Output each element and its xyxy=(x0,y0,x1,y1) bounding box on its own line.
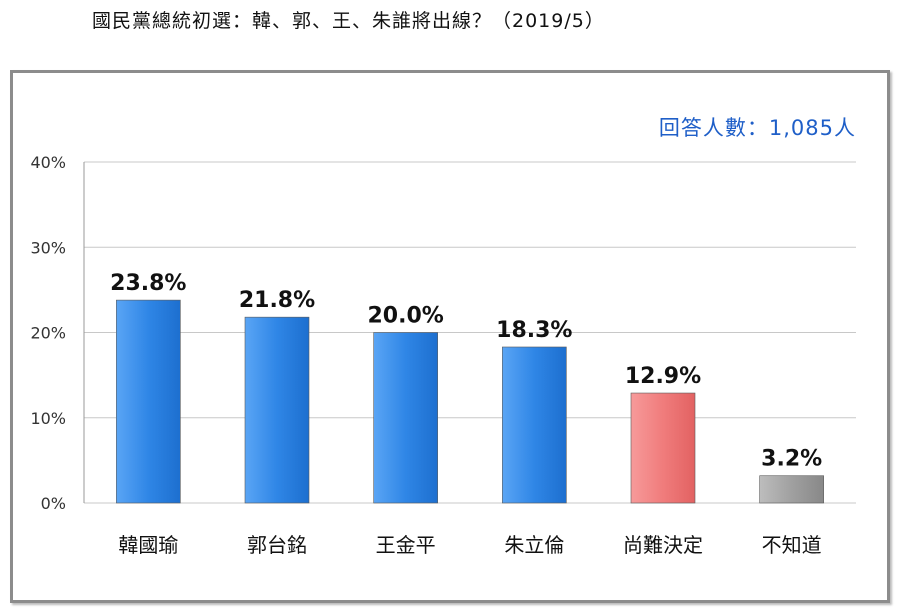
value-label: 23.8% xyxy=(110,271,186,296)
value-label: 21.8% xyxy=(239,288,315,313)
grid-lines xyxy=(83,161,856,504)
value-label: 18.3% xyxy=(496,318,572,343)
respondent-count: 回答人數：1,085人 xyxy=(658,116,856,140)
category-labels: 韓國瑜 郭台銘 王金平 朱立倫 尚難決定 不知道 xyxy=(118,533,821,557)
category-label: 朱立倫 xyxy=(504,533,564,557)
y-tick-label: 30% xyxy=(30,238,66,257)
bar xyxy=(244,316,310,504)
y-tick-label: 10% xyxy=(30,409,66,428)
bar xyxy=(630,392,696,504)
y-tick-label: 0% xyxy=(41,494,66,513)
chart-title: 國民黨總統初選：韓、郭、王、朱誰將出線？（2019/5） xyxy=(92,10,605,32)
y-tick-label: 20% xyxy=(30,324,66,343)
bars xyxy=(116,299,824,504)
category-label: 韓國瑜 xyxy=(118,533,178,557)
bar xyxy=(116,299,181,504)
bar xyxy=(759,475,824,504)
category-label: 郭台銘 xyxy=(247,533,307,557)
category-label: 不知道 xyxy=(762,533,822,557)
category-label: 尚難決定 xyxy=(623,533,703,557)
bar xyxy=(502,346,567,504)
value-labels: 23.8% 21.8% 20.0% 18.3% 12.9% 3.2% xyxy=(110,271,822,472)
value-label: 3.2% xyxy=(761,447,822,472)
value-label: 20.0% xyxy=(368,304,444,329)
value-label: 12.9% xyxy=(625,364,701,389)
y-tick-label: 40% xyxy=(30,153,66,172)
category-label: 王金平 xyxy=(376,533,436,557)
bar xyxy=(373,332,438,504)
y-axis-ticks: 0% 10% 20% 30% 40% xyxy=(30,153,66,513)
